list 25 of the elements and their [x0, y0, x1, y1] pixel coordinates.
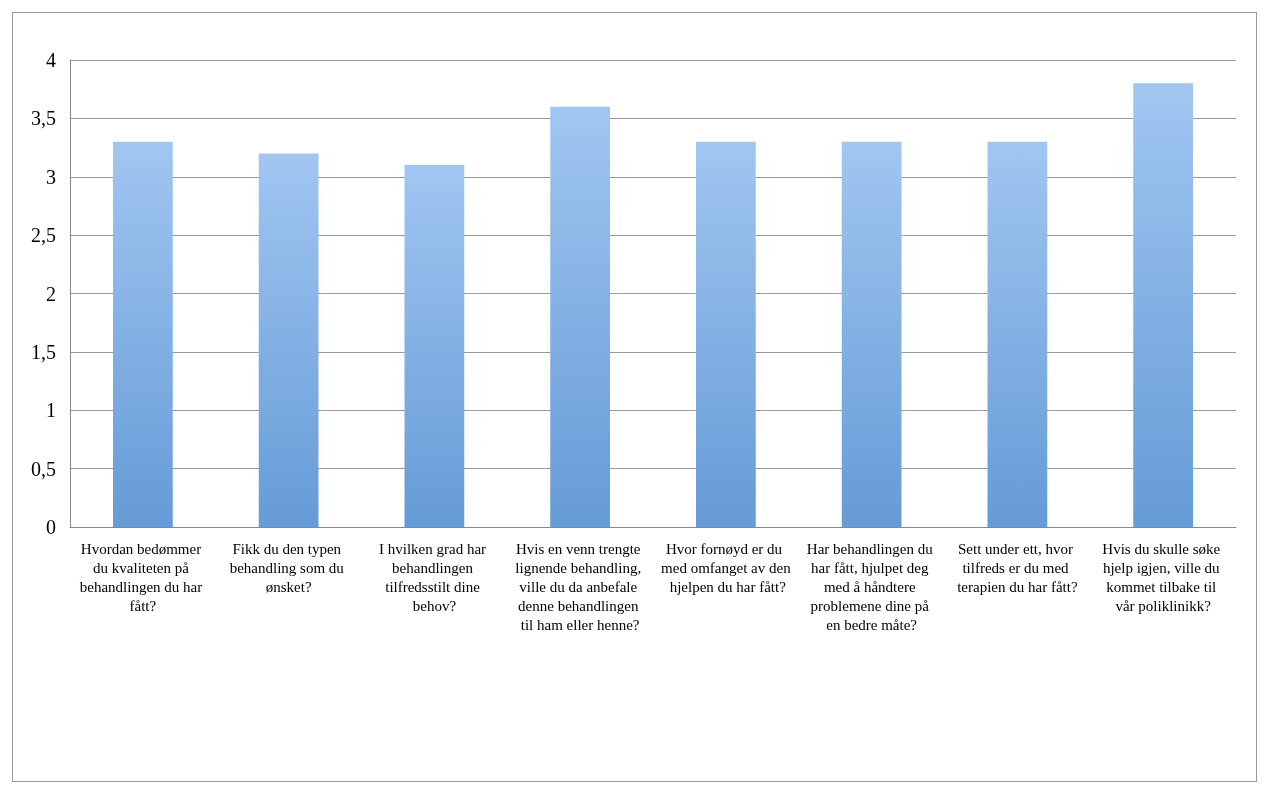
y-tick-label: 0,5 [31, 457, 56, 480]
y-tick-label: 1,5 [31, 340, 56, 363]
y-tick-label: 1 [46, 399, 56, 422]
bar [404, 165, 465, 527]
x-tick-label: Hvis en venn trengte lignende behandling, ville du da anbefale denne behandlingen til ham eller henne? [515, 540, 645, 633]
x-tick-label: Fikk du den typen behandling som du ønsket? [229, 540, 348, 595]
bar [550, 106, 610, 527]
bar [987, 141, 1048, 527]
bar [841, 141, 902, 527]
y-tick-label: 2 [46, 282, 56, 305]
bar [113, 141, 173, 527]
x-tick-label: Hvordan bedømmer du kvaliteten på behandlingen du har fått? [79, 540, 206, 614]
bar [258, 153, 319, 527]
x-tick-label: I hvilken grad har behandlingen tilfredsstilt dine behov? [378, 540, 490, 614]
x-tick-label: Hvis du skulle søke hjelp igjen, ville du kommet tilbake til vår poliklinikk? [1102, 540, 1224, 614]
y-tick-label: 2,5 [31, 224, 56, 247]
y-tick-label: 3 [46, 165, 56, 188]
y-tick-label: 4 [46, 49, 56, 71]
bar [1133, 83, 1193, 527]
y-tick-label: 3,5 [31, 107, 56, 130]
x-tick-label: Hvor fornøyd er du med omfanget av den hjelpen du har fått? [661, 540, 792, 595]
x-tick-label: Sett under ett, hvor tilfreds er du med terapien du har fått? [957, 540, 1078, 595]
bar [696, 141, 756, 527]
x-tick-label: Har behandlingen du har fått, hjulpet deg med å håndtere problemene dine på en bedre måte? [806, 540, 937, 633]
y-tick-label: 0 [46, 516, 56, 538]
